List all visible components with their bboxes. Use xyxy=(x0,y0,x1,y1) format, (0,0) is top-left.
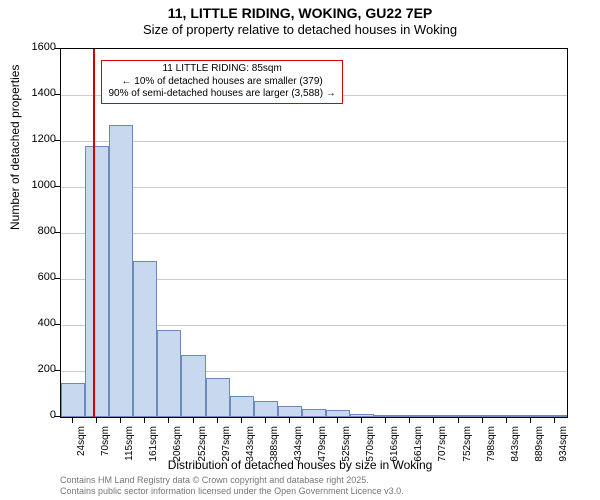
x-tick-label: 798sqm xyxy=(486,426,497,476)
x-tick-mark xyxy=(506,418,507,423)
y-tick-label: 1400 xyxy=(10,87,56,99)
x-tick-mark xyxy=(144,418,145,423)
x-tick-label: 525sqm xyxy=(341,426,352,476)
y-tick-label: 0 xyxy=(10,409,56,421)
y-tick-label: 800 xyxy=(10,225,56,237)
chart-title-sub: Size of property relative to detached ho… xyxy=(0,22,600,39)
x-tick-label: 388sqm xyxy=(269,426,280,476)
histogram-bar xyxy=(519,415,543,417)
x-tick-mark xyxy=(337,418,338,423)
histogram-bar xyxy=(495,415,519,417)
x-tick-label: 24sqm xyxy=(76,426,87,476)
x-tick-label: 752sqm xyxy=(462,426,473,476)
histogram-bar xyxy=(350,414,374,417)
x-tick-mark xyxy=(265,418,266,423)
grid-line xyxy=(61,233,567,234)
x-tick-mark xyxy=(530,418,531,423)
x-tick-mark xyxy=(361,418,362,423)
histogram-bar xyxy=(543,415,567,417)
histogram-bar xyxy=(157,330,181,417)
y-tick-label: 1000 xyxy=(10,179,56,191)
x-tick-mark xyxy=(217,418,218,423)
x-tick-label: 843sqm xyxy=(510,426,521,476)
y-tick-label: 200 xyxy=(10,363,56,375)
x-tick-mark xyxy=(385,418,386,423)
grid-line xyxy=(61,141,567,142)
histogram-bar xyxy=(326,410,350,417)
x-tick-label: 206sqm xyxy=(172,426,183,476)
x-tick-label: 934sqm xyxy=(558,426,569,476)
x-tick-label: 252sqm xyxy=(197,426,208,476)
x-tick-mark xyxy=(120,418,121,423)
y-tick-label: 1600 xyxy=(10,41,56,53)
x-tick-mark xyxy=(289,418,290,423)
x-tick-label: 479sqm xyxy=(317,426,328,476)
histogram-bar xyxy=(133,261,157,417)
histogram-bar xyxy=(61,383,85,418)
x-tick-mark xyxy=(168,418,169,423)
x-tick-mark xyxy=(313,418,314,423)
x-tick-mark xyxy=(554,418,555,423)
x-tick-label: 343sqm xyxy=(245,426,256,476)
x-tick-mark xyxy=(72,418,73,423)
histogram-bar xyxy=(254,401,278,417)
histogram-bar xyxy=(374,415,398,417)
histogram-bar xyxy=(422,415,446,417)
histogram-bar xyxy=(181,355,205,417)
histogram-bar xyxy=(302,409,326,417)
x-tick-mark xyxy=(409,418,410,423)
x-tick-label: 115sqm xyxy=(124,426,135,476)
annotation-box: 11 LITTLE RIDING: 85sqm← 10% of detached… xyxy=(101,60,342,104)
histogram-bar xyxy=(278,406,302,418)
histogram-bar xyxy=(471,415,495,417)
histogram-bar xyxy=(85,146,109,417)
x-tick-label: 616sqm xyxy=(389,426,400,476)
chart-title-main: 11, LITTLE RIDING, WOKING, GU22 7EP xyxy=(0,4,600,22)
footer-attribution: Contains HM Land Registry data © Crown c… xyxy=(60,475,404,497)
chart-title-block: 11, LITTLE RIDING, WOKING, GU22 7EP Size… xyxy=(0,0,600,39)
histogram-bar xyxy=(109,125,133,417)
x-tick-mark xyxy=(433,418,434,423)
x-tick-label: 434sqm xyxy=(293,426,304,476)
x-tick-label: 570sqm xyxy=(365,426,376,476)
histogram-bar xyxy=(398,415,422,417)
annotation-line: 90% of semi-detached houses are larger (… xyxy=(108,88,335,101)
annotation-line: 11 LITTLE RIDING: 85sqm xyxy=(108,63,335,76)
annotation-line: ← 10% of detached houses are smaller (37… xyxy=(108,76,335,89)
x-tick-label: 707sqm xyxy=(437,426,448,476)
x-tick-label: 297sqm xyxy=(221,426,232,476)
chart-plot-area: 11 LITTLE RIDING: 85sqm← 10% of detached… xyxy=(60,48,568,418)
y-tick-label: 400 xyxy=(10,317,56,329)
histogram-bar xyxy=(447,415,471,417)
reference-line xyxy=(93,49,95,417)
histogram-bar xyxy=(230,396,254,417)
footer-line-2: Contains public sector information licen… xyxy=(60,486,404,497)
x-tick-label: 70sqm xyxy=(100,426,111,476)
x-tick-label: 661sqm xyxy=(413,426,424,476)
x-tick-mark xyxy=(96,418,97,423)
x-tick-label: 161sqm xyxy=(148,426,159,476)
x-tick-mark xyxy=(241,418,242,423)
histogram-bar xyxy=(206,378,230,417)
footer-line-1: Contains HM Land Registry data © Crown c… xyxy=(60,475,404,486)
y-tick-label: 1200 xyxy=(10,133,56,145)
y-tick-label: 600 xyxy=(10,271,56,283)
x-tick-label: 889sqm xyxy=(534,426,545,476)
x-tick-mark xyxy=(193,418,194,423)
x-tick-mark xyxy=(458,418,459,423)
grid-line xyxy=(61,187,567,188)
x-tick-mark xyxy=(482,418,483,423)
